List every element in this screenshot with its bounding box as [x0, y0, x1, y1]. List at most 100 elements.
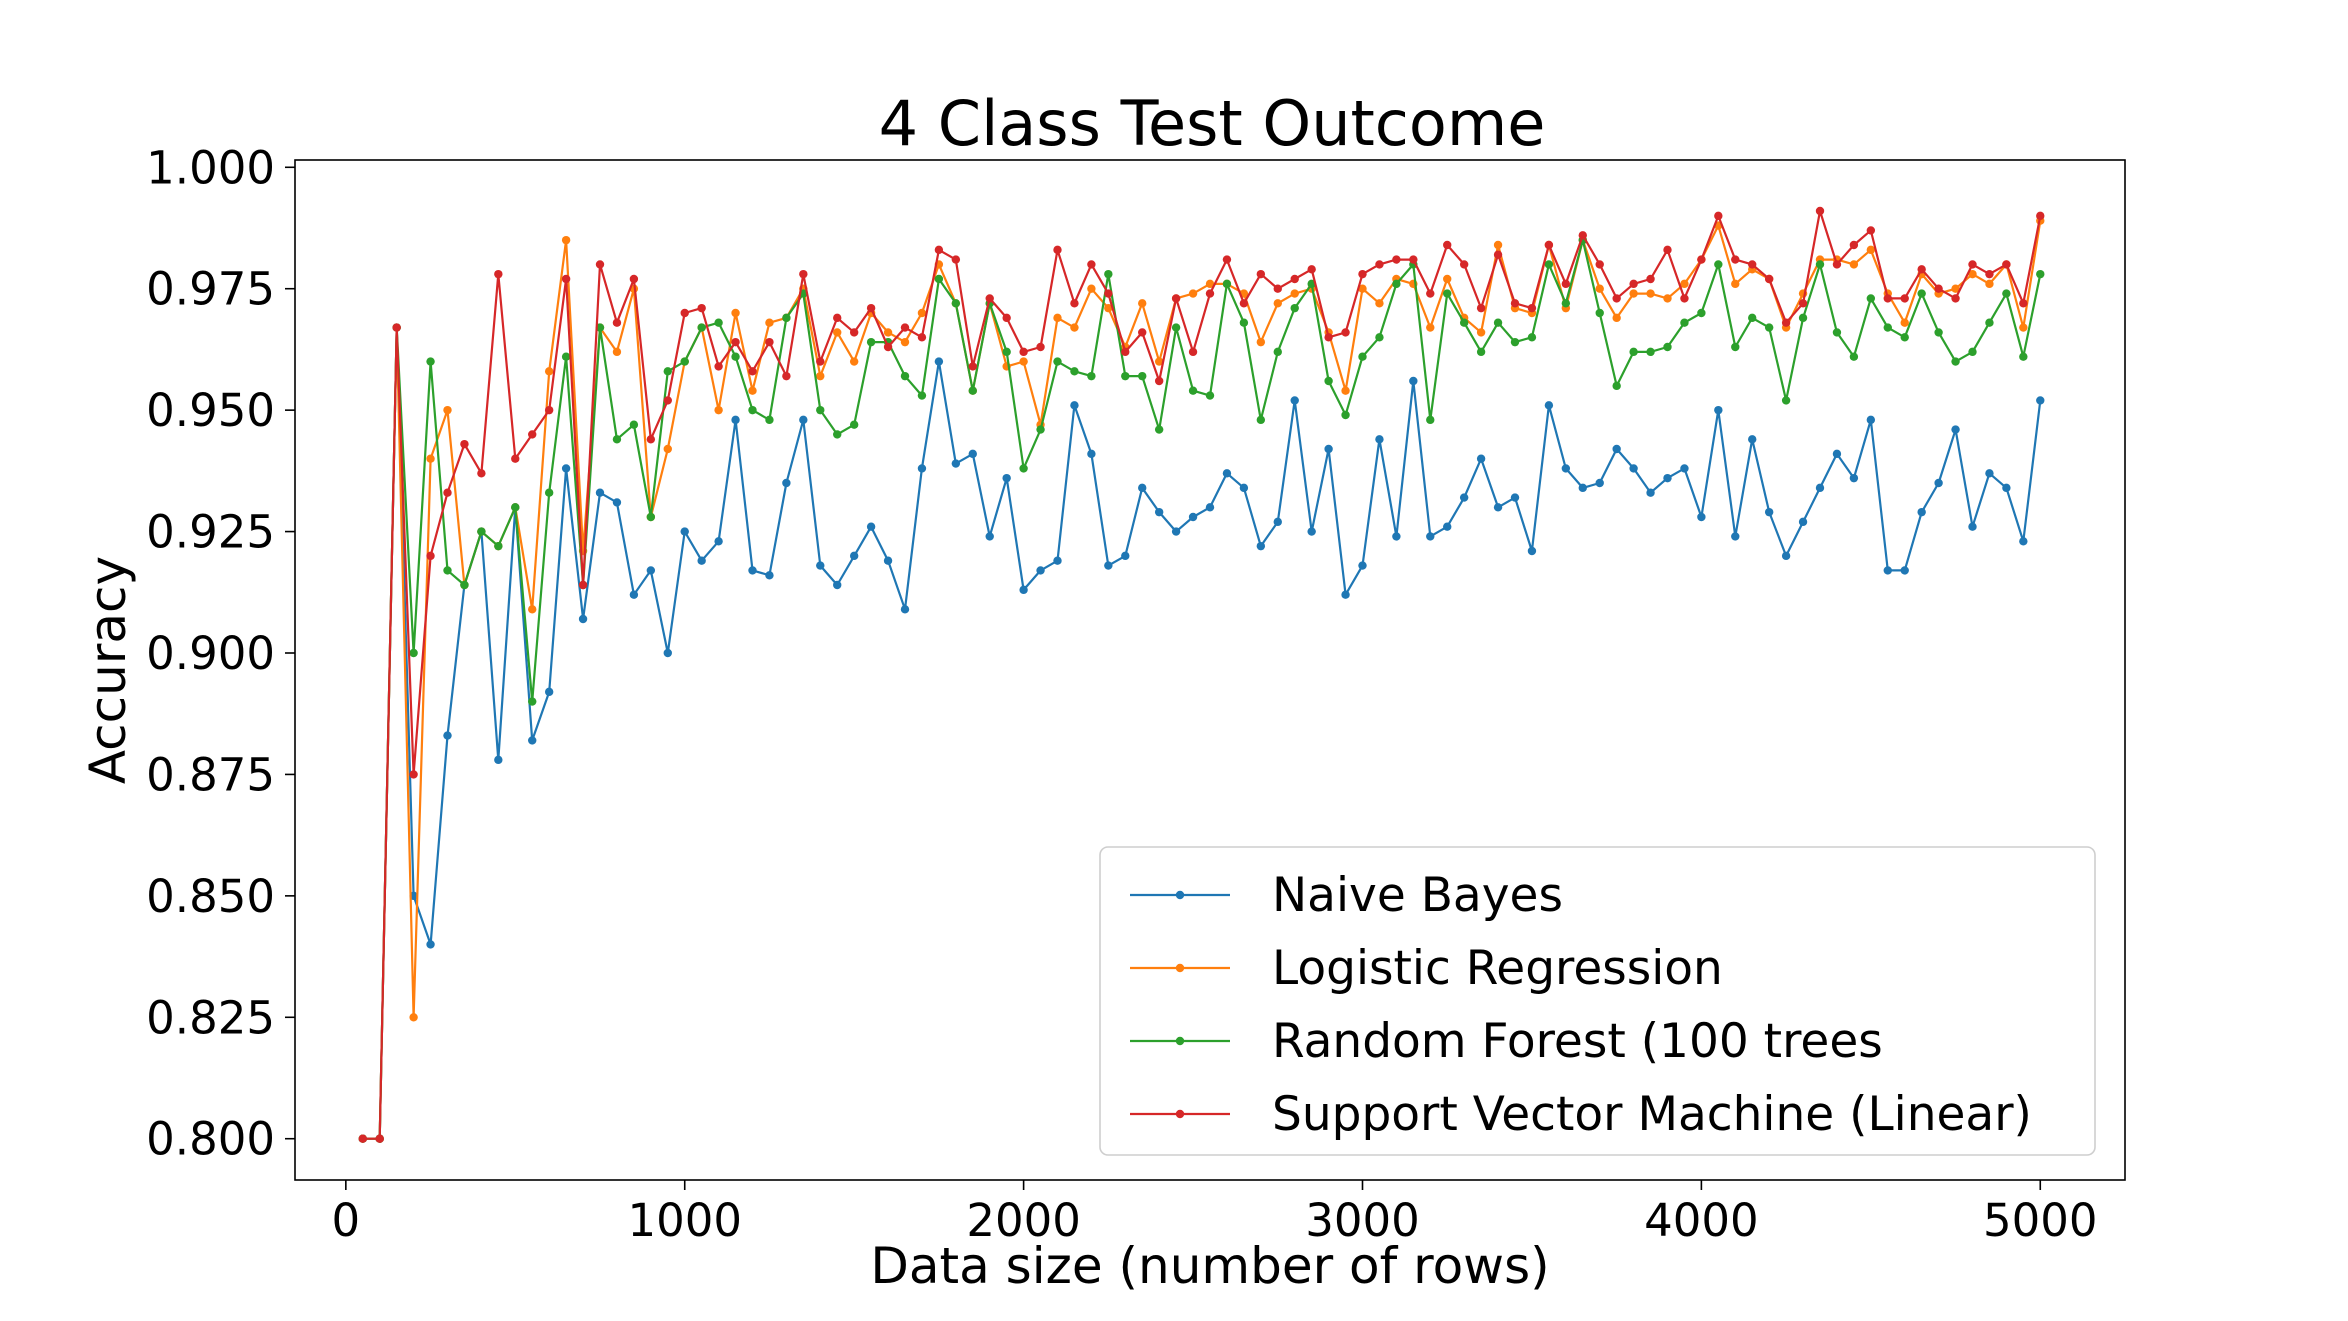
data-point — [833, 430, 842, 439]
data-point — [1426, 415, 1435, 425]
data-point — [1917, 265, 1926, 274]
data-point — [1951, 425, 1960, 434]
data-point — [883, 328, 893, 337]
data-point — [409, 770, 418, 779]
data-point — [1019, 464, 1028, 473]
data-point — [714, 537, 723, 546]
data-point — [1188, 512, 1198, 522]
data-point — [1138, 328, 1147, 337]
y-tick-label: 1.000 — [146, 141, 275, 194]
data-point — [1222, 469, 1232, 478]
data-point — [1714, 211, 1723, 221]
data-point — [985, 532, 994, 541]
data-point — [1188, 289, 1198, 298]
data-point — [1205, 503, 1215, 512]
data-point — [1087, 449, 1096, 459]
data-point — [1798, 517, 1808, 527]
data-point — [765, 318, 774, 327]
x-tick-label: 0 — [332, 1194, 361, 1247]
data-point — [1629, 464, 1638, 473]
data-point — [1087, 260, 1096, 269]
data-point — [1002, 347, 1011, 357]
data-point — [1358, 352, 1367, 361]
data-point — [2036, 211, 2045, 221]
data-point — [1273, 284, 1282, 293]
data-point — [1866, 415, 1876, 425]
data-point — [1104, 289, 1113, 298]
y-tick-label: 0.950 — [146, 384, 275, 437]
data-point — [1561, 279, 1571, 289]
data-point — [1883, 566, 1892, 575]
legend-marker — [1175, 1109, 1185, 1119]
data-point — [1171, 527, 1181, 536]
data-point — [1731, 255, 1740, 264]
data-point — [1290, 274, 1299, 284]
data-point — [2002, 289, 2011, 298]
data-point — [1239, 483, 1249, 493]
data-point — [1138, 299, 1147, 308]
x-tick-label: 3000 — [1305, 1194, 1420, 1247]
data-point — [578, 614, 588, 624]
data-point — [1578, 231, 1587, 240]
data-point — [1324, 376, 1333, 386]
data-point — [1917, 289, 1926, 298]
data-point — [1595, 260, 1604, 269]
data-point — [1934, 328, 1943, 337]
legend-label: Random Forest (100 trees — [1272, 1014, 1883, 1069]
data-point — [1358, 284, 1367, 293]
data-point — [1443, 289, 1452, 298]
data-point — [2002, 260, 2011, 269]
data-point — [748, 386, 757, 395]
legend-label: Logistic Regression — [1272, 941, 1723, 996]
data-point — [1900, 318, 1909, 327]
data-point — [1392, 279, 1401, 289]
data-point — [1968, 269, 1977, 279]
data-point — [1527, 546, 1537, 556]
y-tick-label: 0.925 — [146, 506, 275, 559]
data-point — [985, 294, 994, 303]
data-point — [1544, 260, 1554, 269]
data-point — [1595, 308, 1604, 318]
data-point — [680, 527, 689, 536]
data-point — [1527, 303, 1537, 313]
data-point — [1493, 240, 1503, 250]
data-point — [697, 323, 706, 332]
data-point — [680, 308, 689, 318]
data-point — [578, 580, 588, 590]
data-point — [934, 357, 944, 366]
data-point — [426, 551, 435, 561]
y-tick-label: 0.850 — [146, 870, 275, 923]
data-point — [748, 405, 757, 415]
data-point — [1815, 206, 1825, 216]
data-point — [1849, 240, 1859, 250]
data-point — [1341, 410, 1350, 420]
data-point — [426, 357, 435, 366]
data-point — [544, 488, 554, 497]
data-point — [1375, 435, 1384, 444]
data-point — [460, 439, 469, 449]
data-point — [1629, 279, 1638, 289]
data-point — [1934, 478, 1943, 488]
data-point — [1612, 294, 1621, 303]
data-point — [1121, 347, 1130, 357]
data-point — [1138, 483, 1147, 493]
data-point — [1764, 274, 1774, 284]
data-point — [866, 522, 876, 531]
legend-entry: Logistic Regression — [1130, 941, 1723, 996]
data-point — [1578, 483, 1587, 493]
legend-marker — [1175, 890, 1185, 900]
data-point — [2019, 299, 2028, 308]
data-point — [1358, 269, 1367, 279]
data-point — [934, 245, 944, 255]
data-point — [1256, 415, 1266, 425]
data-point — [1527, 333, 1537, 342]
data-point — [1493, 250, 1503, 259]
data-point — [2019, 323, 2028, 332]
data-point — [1968, 522, 1977, 531]
data-point — [1612, 444, 1621, 454]
data-point — [1188, 386, 1198, 395]
data-point — [1138, 371, 1147, 381]
data-point — [1612, 381, 1621, 391]
data-point — [1222, 255, 1232, 264]
data-point — [917, 391, 927, 400]
